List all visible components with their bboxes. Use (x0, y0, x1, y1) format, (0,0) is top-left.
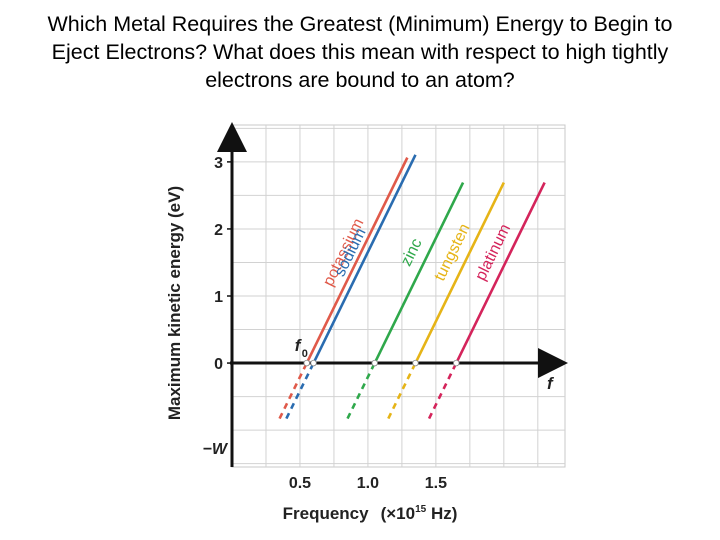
series-line (414, 182, 506, 364)
y-tick-label: 2 (214, 222, 223, 239)
threshold-point (303, 359, 310, 367)
work-function-label: −W (203, 441, 229, 458)
series-line (455, 182, 546, 364)
y-tick-label: 1 (214, 289, 223, 306)
series-line (312, 154, 417, 364)
series-line (305, 157, 409, 364)
y-tick-label: 0 (214, 356, 223, 373)
x-axis-label: Frequency (×1015 Hz) (283, 504, 458, 523)
threshold-point (371, 359, 378, 367)
y-axis-label: Maximum kinetic energy (eV) (165, 186, 184, 420)
threshold-point (310, 359, 317, 367)
x-tick-label: 0.5 (289, 475, 311, 492)
series-line (373, 182, 465, 364)
f0-subscript: 0 (302, 348, 308, 360)
y-tick-label: 3 (214, 155, 223, 172)
x-tick-label: 1.5 (425, 475, 447, 492)
slide-title: Which Metal Requires the Greatest (Minim… (47, 12, 673, 92)
threshold-point (412, 359, 419, 367)
x-tick-label: 1.0 (357, 475, 379, 492)
x-axis-end-label: f (547, 374, 555, 393)
threshold-point (453, 359, 460, 367)
f0-label: f (295, 336, 303, 355)
